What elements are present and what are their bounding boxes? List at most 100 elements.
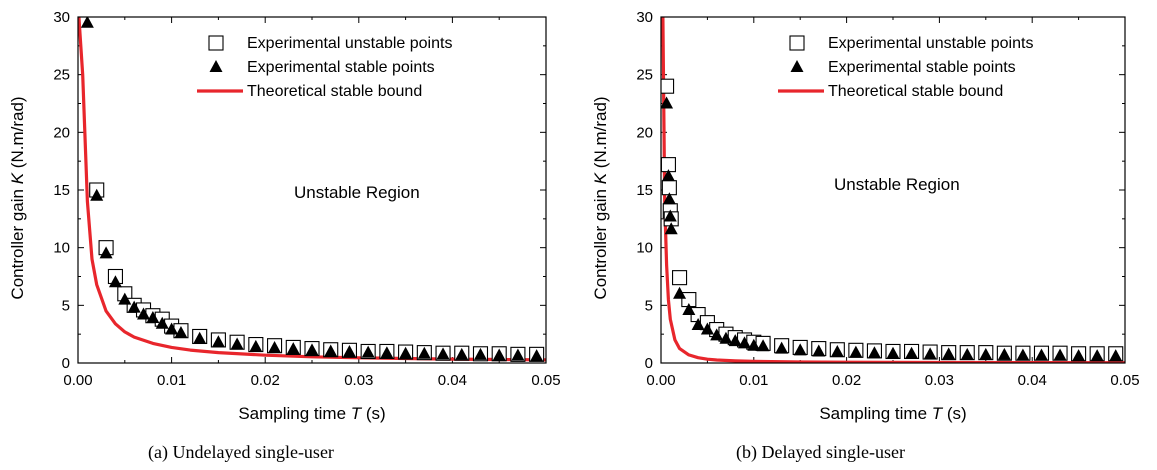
stable-point	[380, 346, 394, 359]
plot-area	[78, 17, 546, 362]
stable-point	[905, 346, 919, 359]
stable-point	[700, 322, 714, 335]
y-tick-label: 20	[636, 124, 653, 141]
y-tick-label: 15	[636, 182, 653, 199]
stable-point	[738, 336, 752, 349]
legend: Experimental unstable points Experimental…	[778, 35, 1033, 100]
stable-point	[923, 347, 937, 360]
y-tick-label: 10	[636, 240, 653, 257]
stable-point	[230, 337, 244, 350]
legend-triangle-marker	[790, 60, 804, 72]
stable-point	[174, 326, 188, 339]
stable-point	[211, 335, 225, 348]
stable-point	[137, 307, 151, 320]
stable-point	[155, 316, 169, 329]
stable-point	[979, 347, 993, 360]
stable-point	[719, 331, 733, 344]
stable-point	[1072, 349, 1086, 362]
stable-point	[1090, 349, 1104, 362]
y-tick-label: 25	[636, 67, 653, 84]
legend: Experimental unstable points Experimental…	[197, 35, 452, 100]
x-axis-label: Sampling time T (s)	[238, 404, 385, 423]
stable-point	[886, 346, 900, 359]
stable-point	[530, 349, 544, 362]
stable-point	[812, 344, 826, 357]
unstable-point	[661, 78, 675, 94]
stable-point	[399, 346, 413, 359]
chart-panel-b: 0.00 0.01 0.02 0.03 0.04 0.05 0 5 10 15 20 25 30 Unst…	[591, 9, 1140, 463]
chart-panel-a: 0.00 0.01 0.02 0.03 0.04 0.05 0 5 10 15 20 25 30 Unst…	[8, 9, 561, 463]
y-axis-label: Controller gain K (N.m/rad)	[591, 96, 610, 299]
stable-point	[99, 246, 113, 259]
legend-label: Theoretical stable bound	[247, 83, 422, 100]
stable-point	[492, 348, 506, 361]
y-tick-label: 15	[53, 182, 70, 199]
x-tick-label: 0.02	[251, 372, 280, 389]
stable-point	[165, 322, 179, 335]
y-tick-label: 10	[53, 240, 70, 257]
stable-point	[118, 292, 132, 305]
stable-point	[90, 188, 104, 201]
region-annotation: Unstable Region	[294, 183, 420, 202]
legend-label: Experimental unstable points	[828, 35, 1033, 52]
stable-point	[1016, 348, 1030, 361]
y-axis-label: Controller gain K (N.m/rad)	[8, 96, 27, 299]
legend-square-marker	[208, 35, 224, 51]
stable-point	[473, 347, 487, 360]
stable-point	[664, 222, 678, 235]
stable-point	[663, 209, 677, 222]
stable-point	[1109, 349, 1123, 362]
stable-point	[775, 341, 789, 354]
y-tick-label: 5	[645, 297, 653, 314]
stable-point	[682, 302, 696, 315]
stable-point	[1034, 348, 1048, 361]
y-tick-label: 0	[645, 355, 653, 372]
x-tick-label: 0.00	[63, 372, 92, 389]
stable-point	[108, 275, 122, 288]
stable-point	[342, 345, 356, 358]
legend-label: Experimental unstable points	[247, 35, 452, 52]
stable-point	[361, 345, 375, 358]
stable-point	[286, 342, 300, 355]
stable-point	[849, 345, 863, 358]
stable-point	[793, 343, 807, 356]
stable-point	[511, 348, 525, 361]
plot-area	[661, 17, 1125, 363]
stable-point	[747, 338, 761, 351]
stable-point	[661, 96, 674, 109]
x-tick-label: 0.02	[832, 372, 861, 389]
y-tick-label: 25	[53, 67, 70, 84]
stable-point	[661, 169, 675, 182]
y-tick-label: 30	[53, 9, 70, 26]
x-tick-label: 0.01	[157, 372, 186, 389]
stable-point	[997, 347, 1011, 360]
stable-point	[1053, 348, 1067, 361]
stable-point	[830, 345, 844, 358]
stable-point	[673, 286, 687, 299]
stable-point	[305, 343, 319, 356]
stable-point	[728, 334, 742, 347]
stable-point	[710, 328, 724, 341]
stable-point	[324, 344, 338, 357]
region-annotation: Unstable Region	[834, 175, 960, 194]
stable-point	[455, 347, 469, 360]
stable-point	[249, 339, 263, 352]
x-tick-label: 0.04	[1018, 372, 1047, 389]
x-tick-label: 0.05	[531, 372, 560, 389]
stable-point	[960, 347, 974, 360]
stable-point	[417, 346, 431, 359]
stable-point	[756, 339, 770, 352]
x-tick-label: 0.04	[438, 372, 467, 389]
stable-point	[146, 311, 160, 324]
y-tick-label: 30	[636, 9, 653, 26]
plot-frame	[660, 16, 1126, 364]
theoretical-bound-line	[78, 17, 546, 362]
stable-point	[867, 346, 881, 359]
x-tick-label: 0.00	[646, 372, 675, 389]
subfigure-caption: (b) Delayed single-user	[736, 442, 905, 463]
stable-point	[691, 317, 705, 330]
plot-frame	[77, 16, 547, 364]
legend-label: Theoretical stable bound	[828, 83, 1003, 100]
legend-label: Experimental stable points	[828, 59, 1016, 76]
